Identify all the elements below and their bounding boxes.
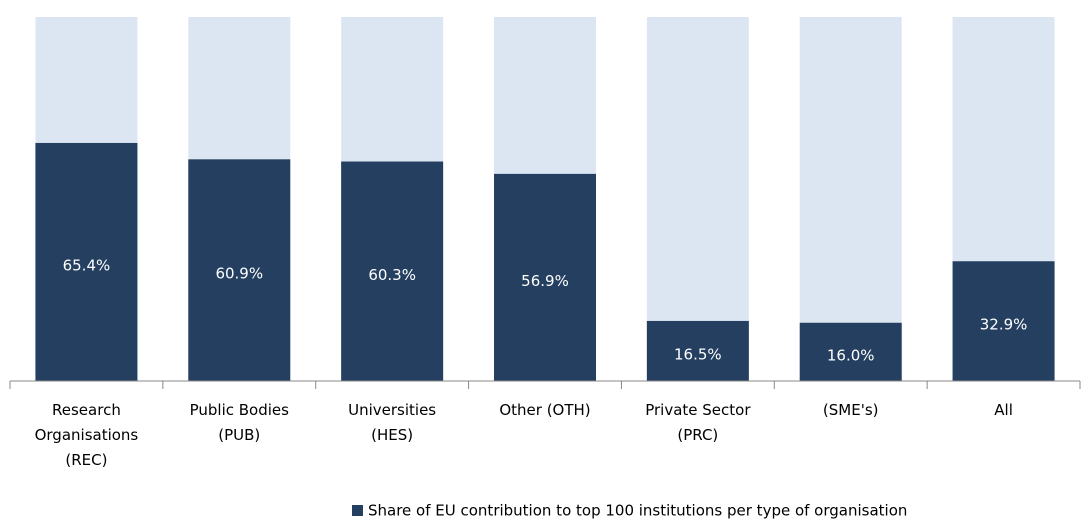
bar-background (799, 17, 902, 381)
x-tick-label: Research Organisations (REC) (35, 401, 139, 469)
value-label: 60.9% (215, 265, 263, 283)
x-tick-label: All (994, 401, 1013, 419)
value-label: 16.5% (674, 345, 722, 363)
legend-swatch (352, 505, 363, 516)
x-tick-label: (SME's) (823, 401, 879, 419)
x-tick-label: Public Bodies (PUB) (190, 401, 290, 444)
legend-label: Share of EU contribution to top 100 inst… (368, 502, 907, 520)
x-tick-label: Private Sector (PRC) (645, 401, 751, 444)
bar (35, 142, 138, 381)
bar-background (646, 17, 749, 381)
bar (646, 320, 749, 381)
bar (188, 159, 291, 381)
x-tick-label: Other (OTH) (499, 401, 590, 419)
value-label: 56.9% (521, 272, 569, 290)
bar (952, 261, 1055, 381)
value-label: 32.9% (980, 316, 1028, 334)
value-label: 60.3% (368, 266, 416, 284)
x-tick-label: Universities (HES) (348, 401, 436, 444)
value-label: 65.4% (63, 256, 111, 274)
bar (494, 173, 596, 381)
value-label: 16.0% (827, 346, 875, 364)
bar (341, 161, 444, 381)
bar (799, 322, 902, 381)
